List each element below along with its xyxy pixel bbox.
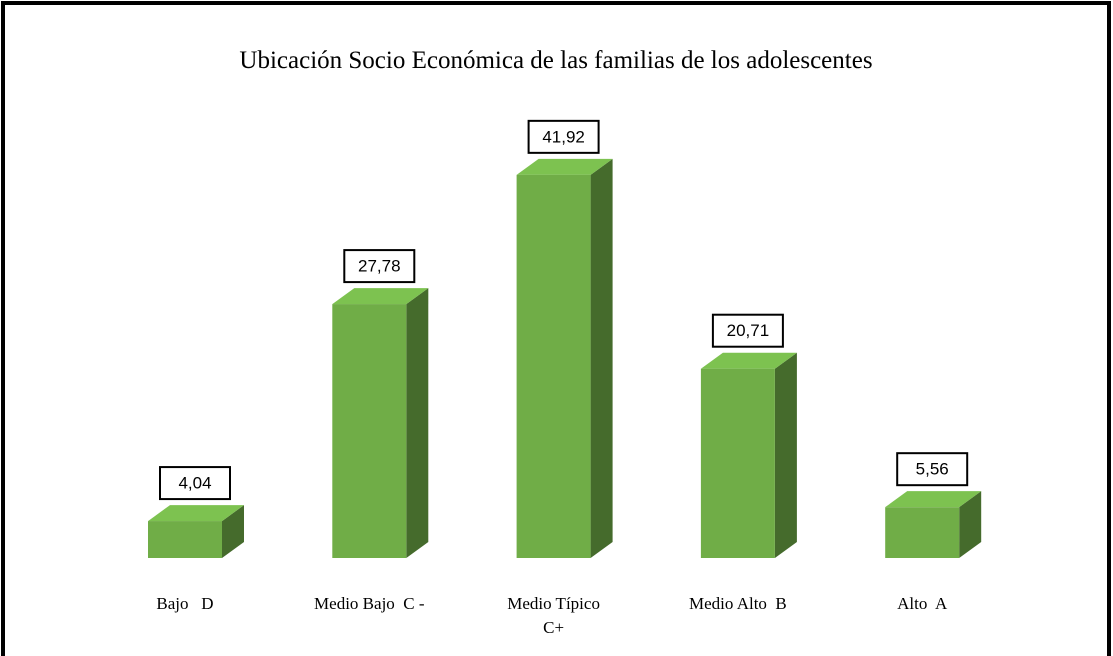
x-tick-label: Bajo D: [156, 594, 214, 613]
value-label-box: [527, 119, 600, 154]
bar: [516, 174, 591, 558]
bar-top: [885, 491, 982, 508]
x-tick-label: Medio Alto B: [689, 594, 787, 613]
bar: [332, 304, 407, 558]
x-tick-label: Medio Bajo C -: [314, 594, 425, 613]
bar-top: [700, 352, 797, 369]
bar: [885, 507, 960, 558]
value-label-box: [343, 249, 416, 284]
value-label: 20,71: [727, 321, 770, 340]
chart-title: Ubicación Socio Económica de las familia…: [239, 47, 872, 74]
value-label: 4,04: [178, 474, 211, 493]
bar-top: [148, 505, 244, 522]
value-label-box: [896, 452, 969, 487]
value-label-box: [159, 466, 231, 501]
bar: [148, 521, 222, 558]
value-label-box: [711, 313, 784, 348]
bar-top: [516, 158, 613, 175]
x-tick-label: Medio Típico C+: [507, 594, 600, 637]
x-tick-label: Alto A: [897, 594, 948, 613]
bar: [700, 368, 775, 558]
bar-side: [222, 505, 244, 558]
bar-side: [774, 352, 797, 558]
bar-top: [332, 288, 429, 305]
bar-side: [590, 158, 613, 558]
bar-side: [959, 491, 982, 558]
value-label: 5,56: [916, 460, 949, 479]
bar-side: [406, 288, 429, 558]
value-label: 41,92: [542, 127, 585, 146]
value-label: 27,78: [358, 257, 401, 276]
